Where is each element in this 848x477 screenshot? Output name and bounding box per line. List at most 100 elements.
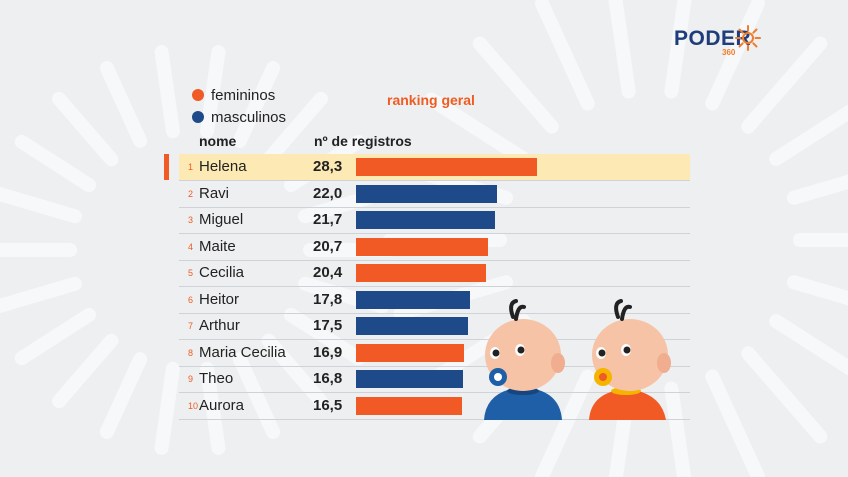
sunburst-ray (664, 0, 692, 99)
sunburst-ray (52, 91, 119, 167)
sunburst-ray (232, 352, 281, 439)
sun-icon (735, 25, 761, 51)
legend-label: masculinos (211, 108, 287, 126)
sunburst-ray (769, 314, 848, 376)
rank-number: 7 (188, 321, 194, 331)
babies-illustration (484, 299, 671, 420)
row-divider (179, 206, 690, 208)
bar-masculinos (356, 290, 470, 309)
sunburst-ray (261, 333, 328, 409)
baby-name: Arthur (199, 317, 240, 334)
baby-name: Heitor (199, 290, 240, 308)
column-header-value: nº de registros (314, 133, 412, 149)
legend-item-femininos: femininos (192, 84, 286, 106)
sunburst-ray (705, 369, 766, 477)
rank-number: 1 (188, 162, 194, 172)
sunburst-ray (0, 276, 82, 314)
bar-masculinos (356, 317, 468, 335)
sunburst-ray (786, 275, 848, 306)
table-row: 10 Aurora 16,5 (179, 393, 690, 420)
sunburst-ray (741, 36, 828, 134)
sunburst-ray (283, 307, 366, 366)
registration-count: 17,5 (313, 317, 343, 334)
rank-number: 10 (188, 400, 199, 411)
sunburst-ray (232, 61, 281, 148)
sunburst-ray (0, 186, 82, 224)
registration-count: 16,5 (313, 396, 343, 414)
sunburst-ray (786, 174, 848, 205)
sunburst-ray (664, 381, 692, 477)
highlight-marker (164, 154, 169, 180)
bar-femininos (356, 343, 465, 362)
sunburst-ray (99, 352, 148, 439)
sunburst-ray (769, 104, 848, 166)
baby-name: Aurora (199, 396, 245, 414)
bar-femininos (356, 396, 462, 415)
bar-femininos (356, 237, 489, 256)
row-divider (179, 365, 690, 367)
table-row: 4 Maite 20,7 (179, 234, 690, 261)
table-row: 2 Ravi 22,0 (179, 181, 690, 208)
baby-name: Theo (199, 370, 234, 387)
rank-number: 3 (188, 215, 194, 225)
sunburst-ray (608, 0, 636, 99)
bar-masculinos (356, 370, 464, 388)
bar-masculinos (356, 211, 495, 229)
registration-count: 22,0 (313, 184, 343, 202)
row-divider (179, 418, 690, 420)
rank-number: 9 (188, 374, 194, 384)
chart-title: ranking geral (387, 92, 475, 108)
baby-name: Ravi (199, 184, 230, 202)
baby-name: Helena (199, 158, 247, 175)
bar-femininos (356, 158, 537, 176)
table-row: 8 Maria Cecilia 16,9 (179, 340, 690, 367)
rank-number: 4 (188, 241, 194, 252)
sunburst-ray (154, 45, 180, 139)
table-row: 1 Helena 28,3 (164, 154, 690, 181)
legend-dot-masculinos (192, 111, 204, 123)
baby-name: Maite (199, 237, 236, 255)
sunburst-ray (534, 0, 595, 111)
sunburst-ray (99, 61, 148, 148)
rank-number: 2 (188, 188, 194, 199)
registration-count: 16,9 (313, 343, 343, 361)
sunburst-ray (14, 134, 97, 193)
sunburst-ray (200, 361, 226, 455)
baby-name: Maria Cecilia (199, 343, 286, 361)
registration-count: 20,7 (313, 237, 343, 255)
legend-label: femininos (211, 86, 276, 104)
baby-name: Cecilia (199, 264, 245, 281)
registration-count: 17,8 (313, 290, 343, 308)
legend-dot-femininos (192, 89, 204, 101)
sunburst-ray (472, 36, 559, 134)
rank-number: 6 (188, 294, 194, 305)
table-row: 5 Cecilia 20,4 (179, 260, 690, 287)
registration-count: 21,7 (313, 211, 343, 228)
row-divider (179, 312, 690, 314)
logo-sub: 360 (722, 48, 736, 57)
sunburst-ray (534, 369, 595, 477)
registration-count: 16,8 (313, 370, 343, 387)
row-divider (179, 180, 690, 181)
legend-item-masculinos: masculinos (192, 106, 286, 128)
logo-text: PODER (674, 27, 752, 50)
sunburst-ray (705, 0, 766, 111)
sunburst-ray (261, 91, 328, 167)
table-row: 6 Heitor 17,8 (179, 287, 690, 314)
sunburst-ray (52, 333, 119, 409)
table-row: 3 Miguel 21,7 (179, 207, 690, 234)
table-row: 7 Arthur 17,5 (179, 313, 690, 340)
sunburst-ray (200, 45, 226, 139)
sunburst-ray (154, 361, 180, 455)
rank-number: 5 (188, 268, 194, 278)
sunburst-ray (741, 346, 828, 444)
bar-masculinos (356, 184, 497, 203)
row-divider (179, 286, 690, 287)
row-divider (179, 259, 690, 261)
row-divider (179, 233, 690, 234)
registration-count: 28,3 (313, 158, 343, 175)
row-divider (179, 392, 690, 393)
table-row: 9 Theo 16,8 (179, 366, 690, 393)
registration-count: 20,4 (313, 264, 343, 281)
